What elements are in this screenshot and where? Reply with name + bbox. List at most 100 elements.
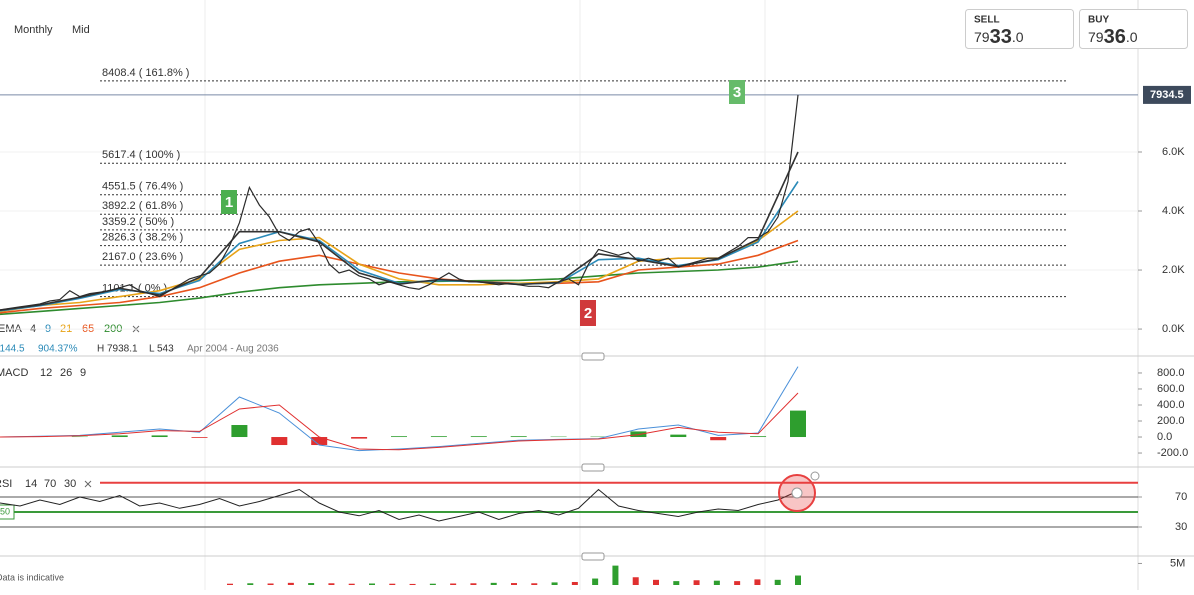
fib-label: 8408.4 ( 161.8% ) bbox=[102, 67, 189, 79]
y-tick-label: 2.0K bbox=[1162, 264, 1185, 276]
stat-range: Apr 2004 - Aug 2036 bbox=[187, 344, 279, 355]
histogram-bar bbox=[351, 437, 367, 439]
indicator-param: 26 bbox=[60, 367, 72, 379]
fib-label: 4551.5 ( 76.4% ) bbox=[102, 181, 183, 193]
histogram-bar bbox=[471, 436, 487, 437]
volume-bar bbox=[470, 583, 476, 585]
y-tick-label: -200.0 bbox=[1157, 447, 1188, 459]
y-tick-label: 4.0K bbox=[1162, 205, 1185, 217]
volume-bar bbox=[491, 583, 497, 585]
stat-change-pct: 904.37% bbox=[38, 344, 78, 355]
volume-bar bbox=[308, 583, 314, 585]
indicator-param: 9 bbox=[80, 367, 86, 379]
indicator-param: 12 bbox=[40, 367, 52, 379]
fib-label: 2167.0 ( 23.6% ) bbox=[102, 251, 183, 263]
indicator-param: 14 bbox=[25, 478, 37, 490]
annotation-handle[interactable] bbox=[792, 488, 802, 498]
stat-high: H 7938.1 bbox=[97, 344, 138, 355]
price-big: 33 bbox=[990, 26, 1012, 48]
volume-bar bbox=[714, 581, 720, 585]
fib-label: 2826.3 ( 38.2% ) bbox=[102, 232, 183, 244]
buy-box[interactable]: BUY 7936.0 bbox=[1080, 10, 1188, 49]
resize-handle[interactable] bbox=[582, 353, 604, 360]
volume-bar bbox=[653, 580, 659, 585]
histogram-bar bbox=[710, 437, 726, 440]
interval[interactable]: Monthly bbox=[14, 24, 53, 36]
volume-bar bbox=[511, 583, 517, 585]
wave-label: 3 bbox=[733, 84, 741, 101]
volume-bar bbox=[268, 583, 274, 585]
price-type[interactable]: Mid bbox=[72, 24, 90, 36]
volume-bar bbox=[795, 576, 801, 585]
volume-bar bbox=[552, 582, 558, 585]
volume-bar bbox=[369, 583, 375, 585]
volume-bar bbox=[734, 581, 740, 585]
indicator-param: 70 bbox=[44, 478, 56, 490]
volume-bar bbox=[673, 581, 679, 585]
price-head: 79 bbox=[974, 29, 990, 45]
histogram-bar bbox=[670, 435, 686, 437]
y-tick-label: 6.0K bbox=[1162, 146, 1185, 158]
histogram-bar bbox=[152, 435, 168, 437]
y-tick-label: 0.0 bbox=[1157, 431, 1172, 443]
quote-label: BUY bbox=[1088, 15, 1109, 26]
volume-bar bbox=[227, 584, 233, 585]
volume-bar bbox=[288, 583, 294, 585]
indicator-param: 30 bbox=[64, 478, 76, 490]
histogram-bar bbox=[750, 436, 766, 437]
volume-bar bbox=[754, 579, 760, 585]
volume-bar bbox=[694, 580, 700, 585]
macd-line bbox=[0, 393, 798, 450]
stat-low: L 543 bbox=[149, 344, 174, 355]
sell-box[interactable]: SELL 7933.0 bbox=[966, 10, 1074, 49]
close-icon[interactable] bbox=[85, 481, 91, 487]
price-head: 79 bbox=[1088, 29, 1104, 45]
volume-bar bbox=[612, 566, 618, 585]
histogram-bar bbox=[431, 436, 447, 437]
price-big: 36 bbox=[1104, 26, 1126, 48]
volume-bar bbox=[349, 584, 355, 585]
volume-bar bbox=[328, 583, 334, 585]
volume-bar bbox=[775, 580, 781, 585]
quote-label: SELL bbox=[974, 15, 1000, 26]
volume-bar bbox=[592, 579, 598, 585]
resize-handle[interactable] bbox=[582, 464, 604, 471]
y-tick-label: 30 bbox=[1175, 521, 1187, 533]
volume-bar bbox=[410, 584, 416, 585]
price-tail: .0 bbox=[1126, 29, 1138, 45]
histogram-bar bbox=[192, 437, 208, 438]
volume-bar bbox=[450, 583, 456, 585]
y-tick-label: 600.0 bbox=[1157, 383, 1185, 395]
wave-label: 2 bbox=[584, 305, 592, 322]
histogram-bar bbox=[391, 436, 407, 437]
resize-handle[interactable] bbox=[582, 553, 604, 560]
y-tick-label: 5M bbox=[1170, 557, 1185, 569]
rsi-line bbox=[0, 490, 798, 522]
volume-bar bbox=[531, 583, 537, 585]
mid-label: 50 bbox=[0, 506, 10, 516]
annotation-handle[interactable] bbox=[811, 472, 819, 480]
histogram-bar bbox=[511, 436, 527, 437]
y-tick-label: 400.0 bbox=[1157, 399, 1185, 411]
y-tick-label: 0.0K bbox=[1162, 323, 1185, 335]
indicator-name: MACD bbox=[0, 367, 28, 379]
volume-bar bbox=[633, 577, 639, 585]
wave-label: 1 bbox=[225, 194, 233, 211]
volume-bar bbox=[572, 582, 578, 585]
volume-bar bbox=[247, 583, 253, 585]
histogram-bar bbox=[790, 411, 806, 437]
fib-label: 3892.2 ( 61.8% ) bbox=[102, 200, 183, 212]
macd-line bbox=[0, 367, 798, 451]
histogram-bar bbox=[112, 435, 128, 437]
volume-bar bbox=[430, 584, 436, 585]
histogram-bar bbox=[231, 425, 247, 437]
stat-change: 7144.5 bbox=[0, 344, 25, 355]
y-tick-label: 70 bbox=[1175, 491, 1187, 503]
current-price-label: 7934.5 bbox=[1150, 89, 1184, 101]
footer-note: Data is indicative bbox=[0, 572, 64, 582]
price-tail: .0 bbox=[1012, 29, 1024, 45]
indicator-name: RSI bbox=[0, 478, 12, 490]
y-tick-label: 200.0 bbox=[1157, 415, 1185, 427]
